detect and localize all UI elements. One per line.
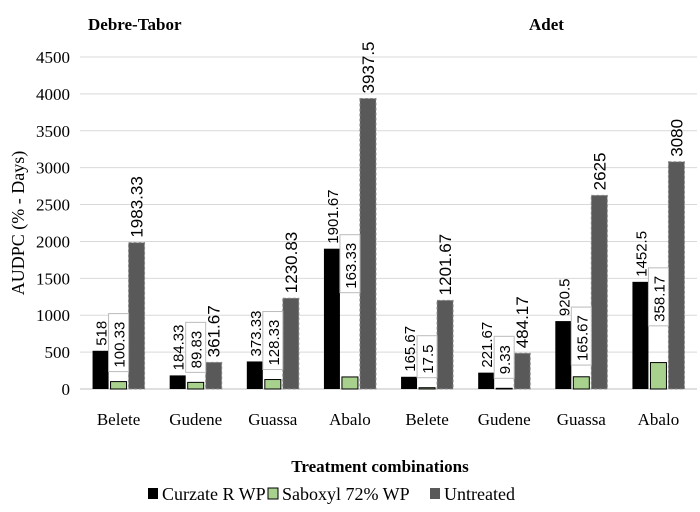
data-label: 373.33 [248,311,265,357]
bar-saboxyl-72-wp [495,387,513,390]
bar-curzate-r-wp [401,376,418,389]
bar-untreated [128,242,146,390]
y-axis-title: AUDPC (% - Days) [8,151,29,295]
bars [92,98,685,390]
x-tick-label: Abalo [329,410,371,429]
gridlines [80,56,697,390]
data-label-box [647,267,669,327]
x-axis-title: Treatment combinations [291,457,469,476]
data-label: 920.5 [556,279,573,317]
legend-swatch [267,487,279,500]
data-label: 163.33 [343,243,360,289]
legend-label: Saboxyl 72% WP [282,484,410,504]
bar-saboxyl-72-wp [264,379,282,390]
data-label: 3937.5 [359,42,378,94]
data-label: 1901.67 [325,189,342,243]
x-tick-label: Belete [405,410,448,429]
data-label: 17.5 [420,345,437,374]
data-label-box [416,335,438,379]
legend-label: Curzate R WP [162,484,266,504]
data-label-box [262,311,284,371]
bar-saboxyl-72-wp [187,381,205,390]
bar-curzate-r-wp [632,281,649,389]
data-label: 1201.67 [436,234,455,295]
data-label-box [493,335,515,379]
bar-untreated [590,194,608,390]
y-axis-ticks: 0 500 1000 1500 2000 2500 3000 3500 4000 4500 [36,48,70,399]
y-tick-label: 2500 [36,196,70,215]
data-label: 484.17 [513,296,532,348]
x-tick-label: Belete [97,410,140,429]
x-tick-label: Guassa [248,410,298,429]
bar-curzate-r-wp [92,350,109,389]
y-tick-label: 1500 [36,269,70,288]
legend-swatch [148,488,158,499]
data-label: 361.67 [205,305,224,357]
data-label: 221.67 [479,322,496,368]
bar-untreated [359,98,377,390]
bar-saboxyl-72-wp [649,362,667,390]
bar-saboxyl-72-wp [341,376,359,390]
data-label: 1230.83 [282,232,301,293]
data-label: 2625 [590,153,609,191]
panel-label-adet: Adet [529,15,564,34]
data-label: 3080 [667,119,686,157]
panel-label-debre-tabor: Debre-Tabor [88,15,182,34]
bar-saboxyl-72-wp [572,376,590,390]
bar-curzate-r-wp [169,375,186,389]
data-label: 100.33 [112,322,129,368]
data-label: 1983.33 [128,176,147,237]
data-label: 1452.5 [633,231,650,277]
bar-saboxyl-72-wp [110,381,128,390]
bar-curzate-r-wp [555,321,572,389]
y-tick-label: 2000 [36,232,70,251]
data-label: 358.17 [651,276,668,322]
bar-curzate-r-wp [323,248,340,389]
x-tick-label: Guassa [557,410,607,429]
legend: Curzate R WP Saboxyl 72% WP Untreated [148,484,515,504]
legend-swatch [430,488,440,499]
data-label: 165.67 [574,315,591,361]
bar-untreated [282,297,300,390]
bar-curzate-r-wp [246,361,263,389]
data-label-box [108,313,130,373]
y-tick-label: 4000 [36,85,70,104]
data-label: 165.67 [402,326,419,372]
y-tick-label: 0 [62,380,71,399]
x-tick-label: Abalo [638,410,680,429]
bar-saboxyl-72-wp [418,387,436,390]
y-tick-label: 500 [45,343,71,362]
data-label: 518 [94,321,111,346]
data-label-box [339,234,361,294]
data-label: 128.33 [266,320,283,366]
x-tick-label: Gudene [169,410,222,429]
bar-untreated [205,361,223,390]
data-label: 9.33 [497,345,514,374]
data-label: 89.83 [189,331,206,369]
data-label: 184.33 [171,325,188,371]
y-tick-label: 4500 [36,48,70,67]
bar-untreated [667,161,685,390]
bar-curzate-r-wp [478,372,495,389]
y-tick-label: 3000 [36,159,70,178]
x-axis-ticks: Belete Gudene Guassa Abalo Belete Gudene Guass… [97,410,679,429]
x-tick-label: Gudene [478,410,531,429]
bar-untreated [513,352,531,390]
y-tick-label: 1000 [36,306,70,325]
legend-label: Untreated [444,484,515,504]
y-tick-label: 3500 [36,122,70,141]
data-label-box [185,321,207,373]
data-label-box [570,306,592,366]
bar-untreated [436,299,454,390]
